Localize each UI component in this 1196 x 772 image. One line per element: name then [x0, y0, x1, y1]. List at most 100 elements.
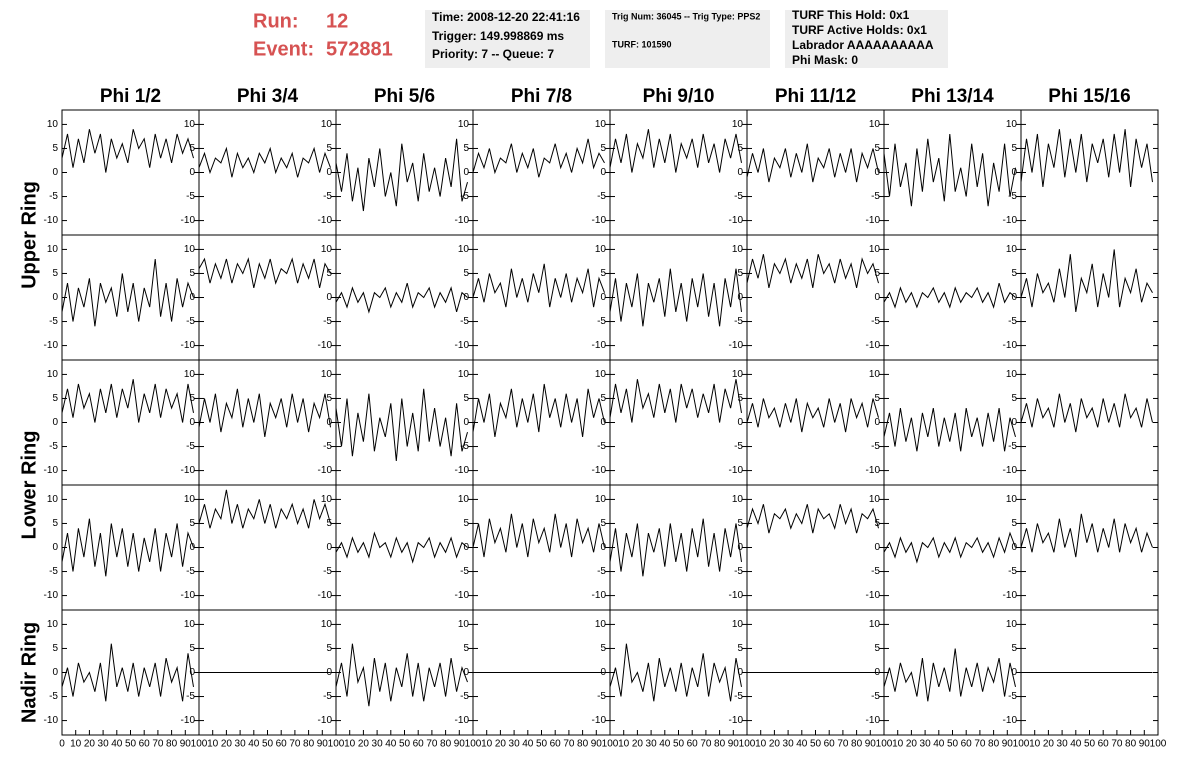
- column-title: Phi 13/14: [911, 86, 994, 107]
- y-tick-label: 5: [600, 268, 606, 279]
- y-tick-label: 10: [47, 244, 59, 255]
- y-tick-label: 5: [326, 518, 332, 529]
- panel-frame: [472, 484, 611, 611]
- y-tick-label: 0: [326, 292, 332, 303]
- y-tick-label: -5: [871, 191, 880, 202]
- y-tick-label: 5: [463, 393, 469, 404]
- y-tick-label: 10: [595, 119, 607, 130]
- y-tick-label: 10: [869, 619, 881, 630]
- waveform: [61, 518, 194, 577]
- y-tick-label: 10: [595, 619, 607, 630]
- y-tick-label: 5: [189, 143, 195, 154]
- waveform: [61, 258, 194, 327]
- waveform: [609, 129, 742, 173]
- y-tick-label: 10: [1006, 244, 1018, 255]
- column-title: Phi 9/10: [643, 86, 715, 107]
- y-tick-label: -5: [871, 566, 880, 577]
- x-tick-label: 70: [974, 739, 986, 750]
- y-tick-label: 10: [869, 369, 881, 380]
- waveform: [1020, 513, 1153, 558]
- x-tick-label: 10: [344, 739, 356, 750]
- y-tick-label: 0: [600, 667, 606, 678]
- info-box: [785, 10, 948, 68]
- y-tick-label: -10: [44, 715, 59, 726]
- y-tick-label: -5: [186, 191, 195, 202]
- y-tick-label: -5: [460, 691, 469, 702]
- y-tick-label: -10: [1003, 715, 1018, 726]
- y-tick-label: 5: [737, 143, 743, 154]
- x-tick-label: 100: [876, 739, 893, 750]
- y-tick-label: -5: [597, 191, 606, 202]
- x-tick-label: 20: [221, 739, 233, 750]
- y-tick-label: -10: [44, 340, 59, 351]
- y-tick-label: -5: [734, 191, 743, 202]
- y-tick-label: 0: [1011, 292, 1017, 303]
- y-tick-label: 5: [737, 268, 743, 279]
- waveform: [609, 268, 742, 327]
- column-title: Phi 3/4: [237, 86, 299, 107]
- y-tick-label: 10: [47, 119, 59, 130]
- x-tick-label: 80: [714, 739, 726, 750]
- y-tick-label: -10: [318, 340, 333, 351]
- y-tick-label: -10: [1003, 215, 1018, 226]
- y-tick-label: 10: [595, 494, 607, 505]
- x-tick-label: 40: [659, 739, 671, 750]
- x-tick-label: 30: [509, 739, 521, 750]
- x-tick-label: 20: [358, 739, 370, 750]
- x-tick-label: 90: [728, 739, 740, 750]
- y-tick-label: -10: [592, 215, 607, 226]
- y-tick-label: 5: [189, 393, 195, 404]
- y-tick-label: 0: [52, 292, 58, 303]
- panel-frame: [472, 234, 611, 361]
- y-tick-label: 5: [600, 393, 606, 404]
- x-tick-label: 90: [1139, 739, 1151, 750]
- y-tick-label: -10: [592, 590, 607, 601]
- x-tick-label: 70: [563, 739, 575, 750]
- y-tick-label: 5: [600, 518, 606, 529]
- y-tick-label: 10: [321, 369, 333, 380]
- x-tick-label: 90: [180, 739, 192, 750]
- waveform: [746, 398, 879, 433]
- x-tick-label: 30: [920, 739, 932, 750]
- y-tick-label: 0: [326, 167, 332, 178]
- y-tick-label: -10: [455, 215, 470, 226]
- y-tick-label: -5: [734, 441, 743, 452]
- x-tick-label: 50: [1084, 739, 1096, 750]
- y-tick-label: 5: [874, 268, 880, 279]
- y-tick-label: 5: [189, 268, 195, 279]
- x-tick-label: 60: [687, 739, 699, 750]
- waveform: [883, 408, 1016, 452]
- x-tick-label: 50: [262, 739, 274, 750]
- x-tick-label: 30: [783, 739, 795, 750]
- column-title: Phi 7/8: [511, 86, 572, 107]
- waveform: [472, 138, 605, 178]
- y-tick-label: 5: [463, 643, 469, 654]
- y-tick-label: -10: [729, 340, 744, 351]
- y-tick-label: -10: [866, 590, 881, 601]
- y-tick-label: -5: [323, 441, 332, 452]
- y-tick-label: 10: [458, 494, 470, 505]
- x-tick-label: 100: [602, 739, 619, 750]
- y-tick-label: 10: [47, 619, 59, 630]
- x-tick-label: 30: [98, 739, 110, 750]
- info-box: [425, 10, 590, 68]
- panel-frame: [61, 609, 200, 736]
- y-tick-label: -5: [323, 566, 332, 577]
- y-tick-label: 10: [595, 244, 607, 255]
- y-tick-label: 5: [189, 643, 195, 654]
- waveform: [883, 648, 1016, 702]
- y-tick-label: -5: [323, 191, 332, 202]
- y-tick-label: -5: [186, 691, 195, 702]
- y-tick-label: 5: [52, 268, 58, 279]
- panel-frame: [61, 359, 200, 486]
- y-tick-label: 5: [326, 643, 332, 654]
- y-tick-label: 0: [326, 667, 332, 678]
- y-tick-label: 5: [874, 143, 880, 154]
- y-tick-label: -10: [455, 715, 470, 726]
- panel-frame: [746, 484, 885, 611]
- y-tick-label: -10: [318, 590, 333, 601]
- x-tick-label: 60: [413, 739, 425, 750]
- x-tick-label: 60: [276, 739, 288, 750]
- x-tick-label: 50: [536, 739, 548, 750]
- y-tick-label: 10: [732, 494, 744, 505]
